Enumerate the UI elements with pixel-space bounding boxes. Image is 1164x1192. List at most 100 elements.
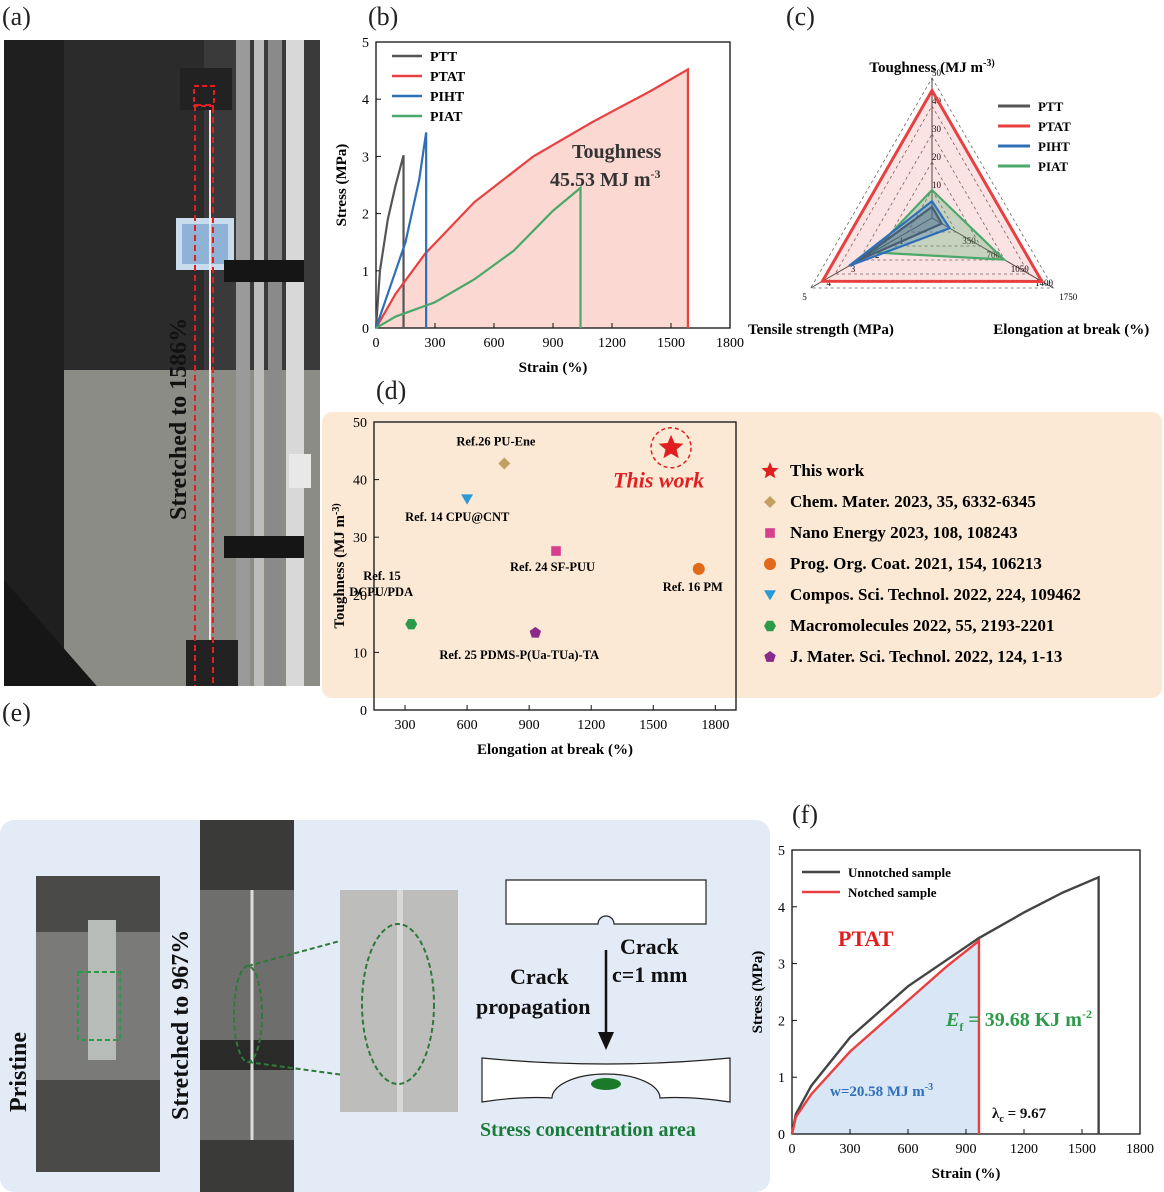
stretched-grip-top (200, 820, 294, 890)
radar-legend-label-ptat: PTAT (1038, 119, 1071, 134)
data-point-6 (405, 618, 418, 630)
chart-f-plot: 0 300 600 900 1200 1500 1800 0 1 2 3 4 5 Strain (%) St… (750, 844, 1154, 1182)
radar-series-piht (848, 199, 952, 267)
data-point-5 (461, 494, 474, 505)
radar-grid (858, 133, 1006, 261)
photo-a-top-box (193, 85, 215, 107)
point-label-5: Ref. 14 CPU@CNT (405, 510, 510, 524)
x-tick-label: 1500 (657, 336, 685, 351)
w-sup: -3 (925, 1082, 933, 1093)
radar-series-ptat (819, 87, 1045, 283)
photo-a-clamp-1 (224, 260, 304, 282)
series-line-piht (374, 132, 428, 329)
ef-subscript: f (959, 1020, 964, 1034)
radar-grid (810, 77, 1054, 289)
zoom-line-top (247, 925, 396, 967)
x-tick-label: 600 (484, 336, 505, 351)
point-label-4: Ref. 16 PM (663, 580, 723, 594)
chart-c: 102030405035070010501400175012345Toughne… (748, 58, 1149, 338)
point-label-7: Ref. 25 PDMS-P(Ua-TUa)-TA (439, 648, 599, 662)
radar-tick-label: 1750 (1059, 292, 1078, 302)
point-label-6-b: DCPU/PDA (349, 585, 413, 599)
x-tick-label: 600 (457, 718, 478, 733)
specimen-before (505, 879, 707, 925)
data-point-1 (658, 434, 684, 459)
legend-marker-6 (764, 620, 776, 632)
x-tick-label: 1800 (1126, 1142, 1154, 1157)
y-tick-label: 4 (778, 901, 785, 916)
specimen-after (481, 1057, 731, 1103)
panel-label-e: (e) (2, 698, 31, 727)
x-axis-label: Elongation at break (%) (477, 742, 633, 758)
photo-a-card-inner (182, 224, 228, 264)
series-line-1 (790, 875, 1100, 1135)
radar-tick-label: 4 (827, 278, 832, 288)
y-tick-label: 10 (353, 646, 367, 661)
radar-tick-label: 50 (932, 68, 942, 78)
pristine-grip-bottom (36, 1080, 160, 1172)
y-tick-label: 3 (778, 958, 785, 973)
x-tick-label: 0 (373, 336, 380, 351)
toughness-fill (376, 69, 688, 329)
radar-tick-label: 10 (932, 180, 942, 190)
legend-entry-4: Prog. Org. Coat. 2021, 154, 106213 (790, 554, 1042, 573)
radar-axis-title-toughness: Toughness (MJ m-3) (869, 58, 994, 76)
x-tick-label: 900 (956, 1142, 977, 1157)
y-axis-label: Toughness (MJ m-3) (331, 503, 348, 628)
chart-d-plot: 300 600 900 1200 1500 1800 0 10 20 30 40 50 Elongati… (331, 416, 1081, 758)
w-fill (792, 940, 979, 1134)
x-tick-label: 1200 (1010, 1142, 1038, 1157)
legend-marker-2 (764, 496, 776, 508)
ef-value: = 39.68 KJ m (963, 1009, 1082, 1031)
panel-label-b: (b) (368, 2, 399, 31)
x-axis-label: Strain (%) (932, 1166, 1001, 1182)
radar-tick-label: 30 (932, 124, 942, 134)
photo-a-clamp-2 (224, 536, 304, 558)
crack-c-label: c=1 mm (612, 962, 687, 987)
x-tick-label: 1500 (639, 718, 667, 733)
y-tick-label: 1 (362, 265, 369, 280)
radar-legend-label-ptt: PTT (1038, 99, 1064, 114)
y-tick-label: 3 (362, 150, 369, 165)
stress-area-label: Stress concentration area (480, 1119, 696, 1141)
series-line-ptt (374, 154, 405, 329)
point-label-6: Ref. 15 (363, 569, 401, 583)
photo-a-rod-3 (268, 40, 282, 686)
x-tick-label: 600 (898, 1142, 919, 1157)
x-tick-label: 300 (395, 718, 416, 733)
series-line-ptat (375, 67, 690, 329)
legend-marker-3 (765, 528, 775, 538)
legend-entry-7: J. Mater. Sci. Technol. 2022, 124, 1-13 (790, 647, 1062, 666)
stretched-clamp (200, 1040, 294, 1070)
radar-axis (931, 217, 1054, 289)
radar-axis-title-strength: Tensile strength (MPa) (748, 322, 894, 338)
w-annotation: w=20.58 MJ m-3 (830, 1082, 933, 1100)
radar-tick-label: 3 (851, 264, 856, 274)
y-tick-label: 30 (353, 531, 367, 546)
stress-concentration-spot (591, 1078, 621, 1090)
y-tick-label: 40 (353, 474, 367, 489)
pristine-label: Pristine (6, 1032, 32, 1112)
y-axis-label-sup: -3) (331, 503, 342, 515)
photo-a-rod-1 (236, 40, 250, 686)
photo-a: Stretched to 1586% (4, 40, 320, 686)
zoom-ellipse (361, 923, 435, 1085)
x-tick-label: 1200 (598, 336, 626, 351)
radar-axis-title-elongation: Elongation at break (%) (993, 322, 1149, 338)
toughness-annotation-2: 45.53 MJ m-3 (550, 167, 661, 191)
ef-symbol: E (945, 1009, 959, 1031)
legend-entry-6: Macromolecules 2022, 55, 2193-2201 (790, 616, 1055, 635)
x-tick-label: 1800 (716, 336, 744, 351)
x-axis-label: Strain (%) (519, 360, 588, 376)
y-tick-label: 4 (362, 93, 369, 108)
photo-a-caption: Stretched to 1586% (166, 318, 192, 520)
stretched-label: Stretched to 967% (168, 930, 194, 1120)
series-line-piat (375, 185, 582, 329)
panel-label-d: (d) (376, 376, 407, 405)
radar-axis-title-sup: -3) (983, 58, 995, 69)
legend-marker-1 (761, 462, 779, 479)
legend-label-ptat: PTAT (430, 70, 466, 85)
photo-a-rod-4 (286, 40, 304, 686)
legend-label-f-1: Unnotched sample (848, 865, 951, 880)
lambda-sub: c (999, 1114, 1004, 1125)
